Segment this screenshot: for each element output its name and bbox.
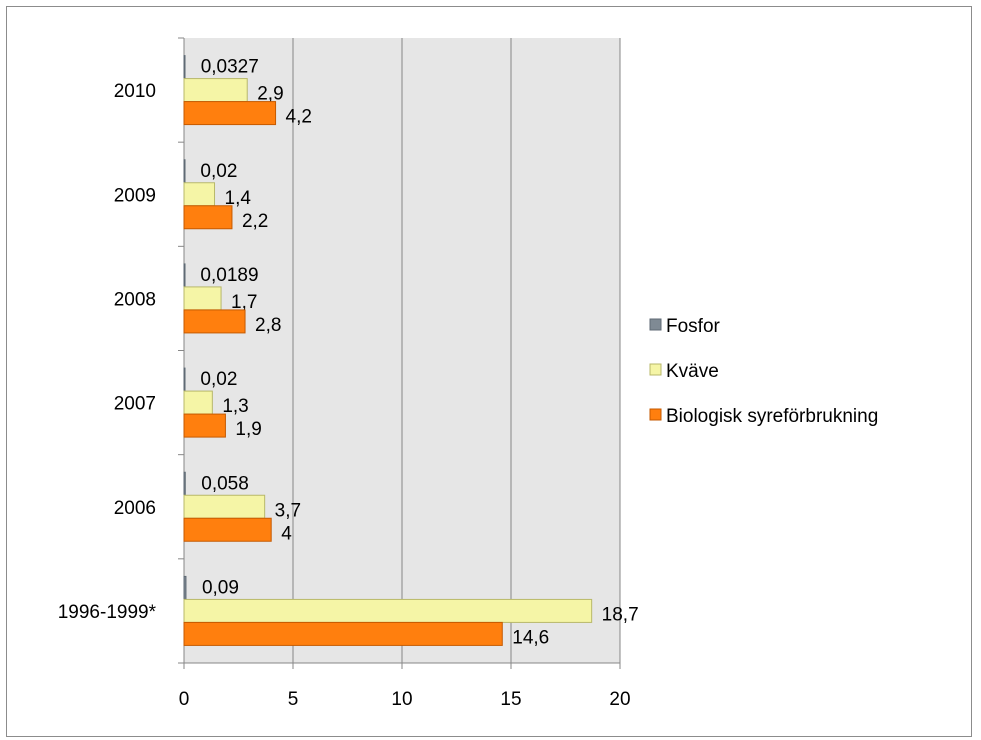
legend-label: Kväve [666,361,719,382]
legend-swatch [649,318,662,331]
bar [183,517,272,542]
y-tick-label: 2006 [114,498,156,519]
bar [183,621,503,646]
data-label: 3,7 [275,500,301,521]
data-label: 4,2 [286,107,312,128]
y-tick-label: 2007 [114,394,156,415]
data-label: 0,02 [200,161,237,182]
data-label: 18,7 [602,604,639,625]
y-tick-label: 2010 [114,81,156,102]
bar [183,367,186,392]
bar [183,159,186,184]
bar [183,309,246,334]
bar [183,286,222,311]
x-tick-label: 0 [179,689,190,710]
data-label: 1,3 [222,396,248,417]
y-tick-label: 1996-1999* [58,602,157,623]
y-tick-label: 2009 [114,185,156,206]
bar [183,182,216,207]
bar [183,55,186,80]
data-label: 2,9 [257,84,283,105]
bar [183,205,233,230]
legend-swatch [649,363,662,376]
data-label: 2,2 [242,211,268,232]
bar [183,101,277,126]
bar [183,263,186,288]
x-tick-label: 15 [500,689,521,710]
bar [183,413,226,438]
x-tick-label: 20 [609,689,630,710]
x-tick-label: 5 [288,689,299,710]
data-label: 0,0189 [200,265,258,286]
legend-swatch [649,408,662,421]
data-label: 4 [281,523,292,544]
data-label: 1,7 [231,292,257,313]
bar [183,598,593,623]
data-label: 0,0327 [201,57,259,78]
data-label: 0,02 [200,369,237,390]
data-label: 1,9 [235,419,261,440]
legend-label: Fosfor [666,316,721,337]
x-tick-label: 10 [391,689,412,710]
legend-label: Biologisk syreförbrukning [666,406,878,427]
bar [183,575,187,600]
bar [183,390,213,415]
data-label: 2,8 [255,315,281,336]
data-label: 1,4 [225,188,252,209]
y-tick-label: 2008 [114,289,156,310]
bar [183,78,248,103]
bar [183,471,186,496]
bar [183,494,266,519]
data-label: 14,6 [512,627,549,648]
data-label: 0,09 [202,577,239,598]
data-label: 0,058 [201,473,249,494]
